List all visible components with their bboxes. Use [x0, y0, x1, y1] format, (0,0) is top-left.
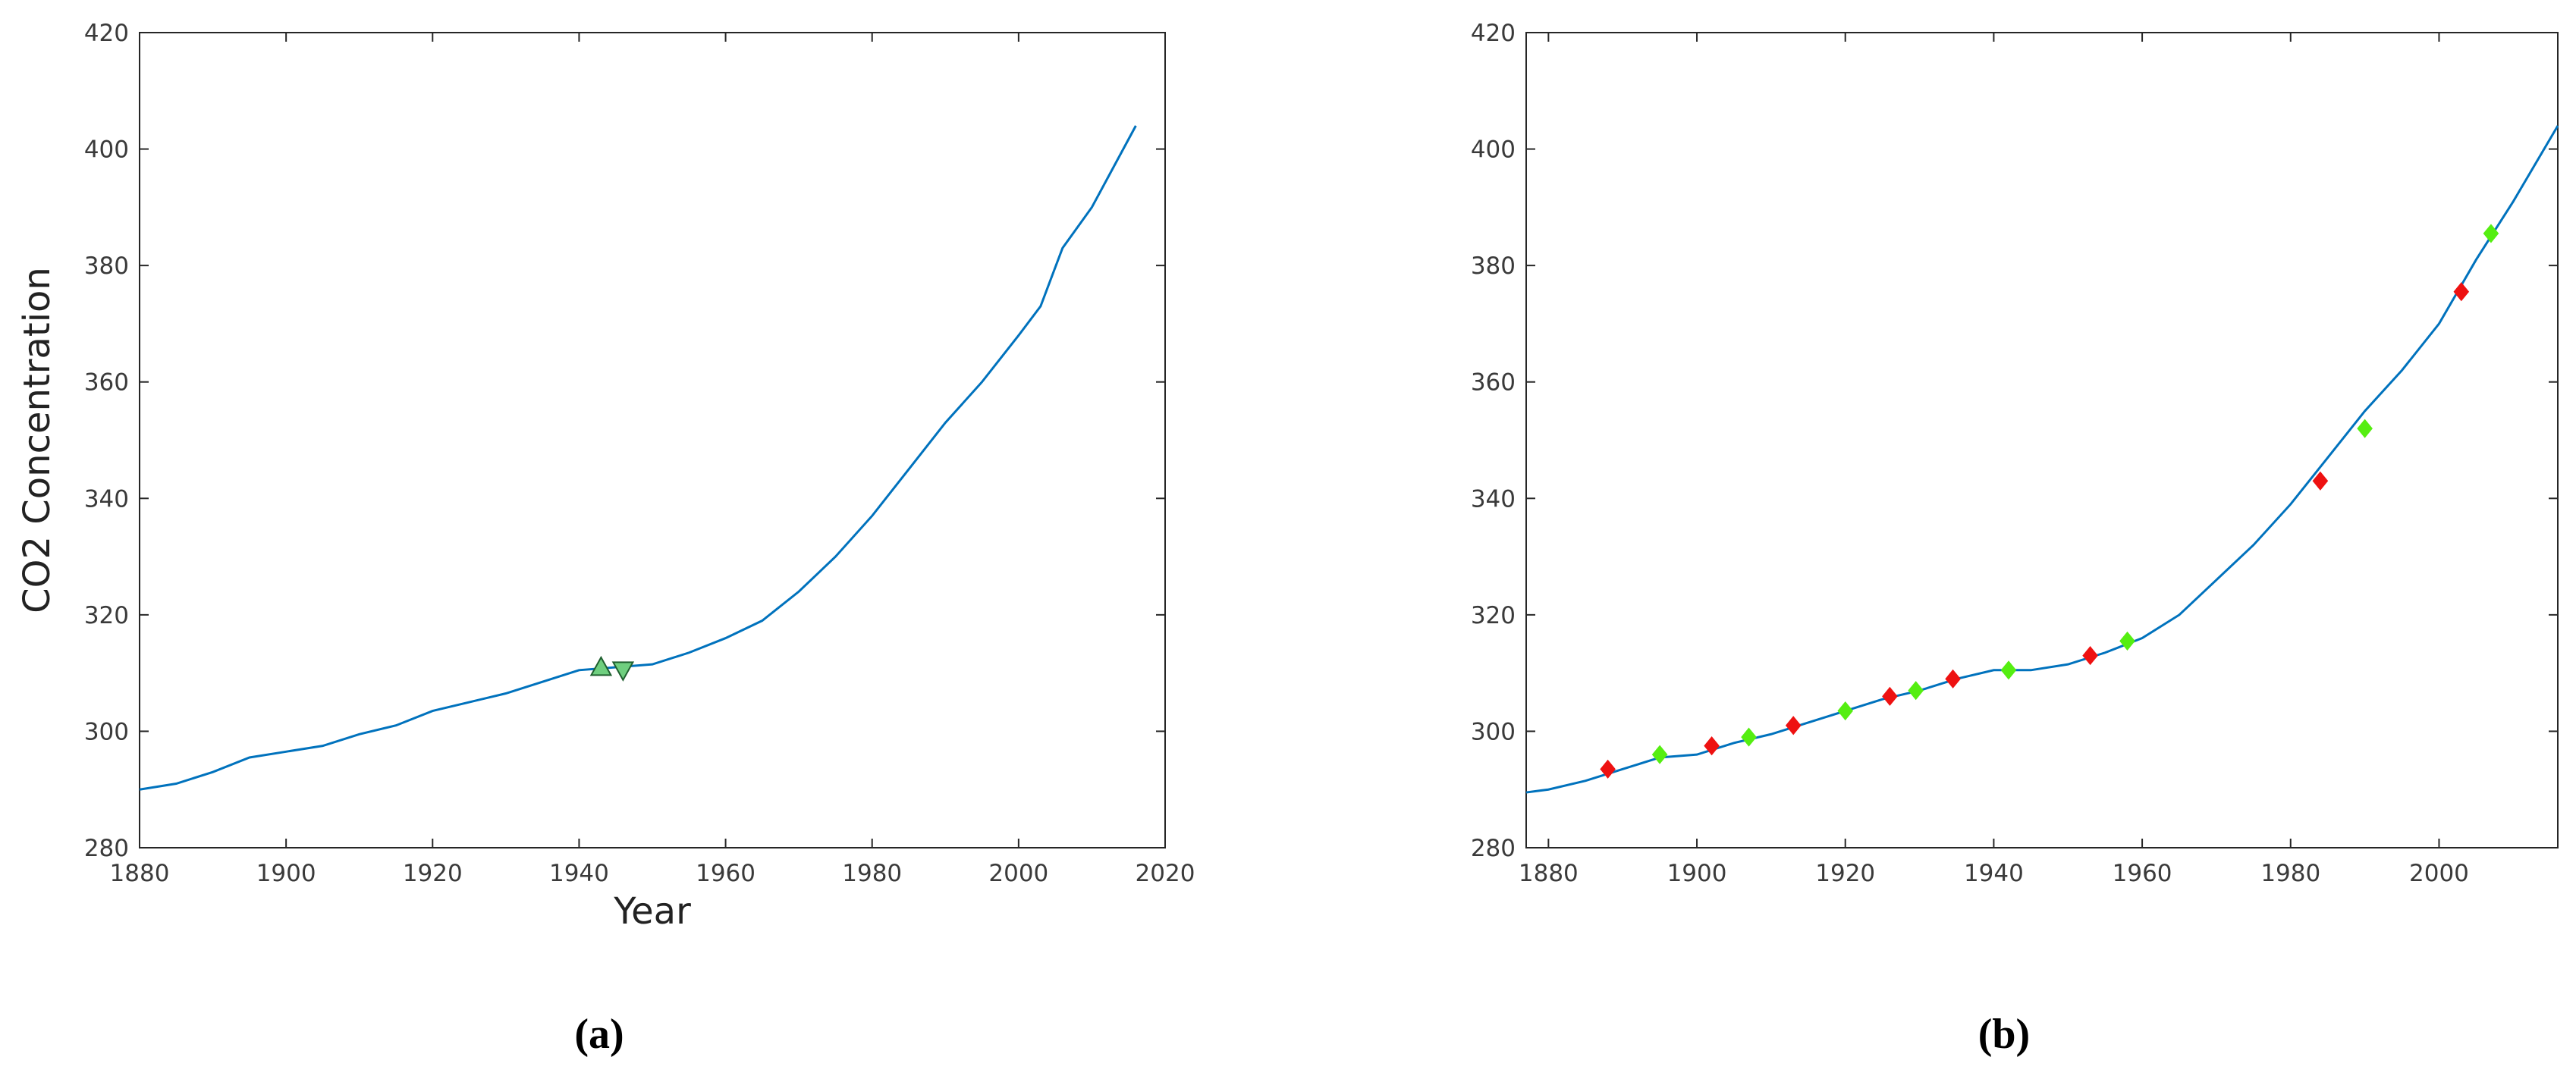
- data-line: [1525, 125, 2559, 794]
- marker: [1600, 759, 1616, 779]
- x-tick-label: 2020: [1136, 860, 1195, 887]
- y-tick-label: 400: [1471, 136, 1516, 164]
- marker: [1741, 727, 1757, 747]
- y-tick-label: 420: [1471, 20, 1516, 47]
- marker: [1704, 736, 1720, 756]
- y-tick-label: 360: [1471, 369, 1516, 397]
- x-tick-label: 1880: [110, 860, 170, 887]
- y-tick-label: 380: [84, 252, 129, 280]
- marker: [1651, 745, 1668, 764]
- x-tick-label: 1920: [1815, 860, 1875, 887]
- y-tick-label: 280: [84, 835, 129, 862]
- y-tick-label: 420: [84, 20, 129, 47]
- y-tick-label: 380: [1471, 252, 1516, 280]
- x-tick-label: 1920: [403, 860, 463, 887]
- marker: [1908, 681, 1924, 701]
- y-tick-label: 300: [1471, 718, 1516, 745]
- x-tick-label: 1900: [1667, 860, 1727, 887]
- x-axis-label: Year: [613, 890, 691, 933]
- x-tick-label: 1980: [842, 860, 902, 887]
- marker: [2453, 282, 2470, 302]
- plot-area: [1525, 32, 2559, 848]
- x-tick-label: 2000: [988, 860, 1048, 887]
- marker: [2000, 660, 2017, 680]
- y-axis-label: CO2 Concentration: [16, 267, 58, 613]
- x-tick-label: 1960: [696, 860, 756, 887]
- x-tick-label: 1960: [2113, 860, 2172, 887]
- y-tick-label: 400: [84, 136, 129, 164]
- marker: [2483, 224, 2499, 243]
- marker: [1882, 686, 1898, 706]
- data-line: [139, 125, 1137, 791]
- y-tick-label: 340: [1471, 485, 1516, 513]
- y-tick-label: 320: [1471, 602, 1516, 629]
- marker: [1945, 669, 1961, 688]
- y-tick-label: 300: [84, 718, 129, 745]
- marker: [1785, 716, 1802, 736]
- x-tick-label: 1880: [1519, 860, 1579, 887]
- marker: [1837, 701, 1854, 721]
- marker: [611, 661, 635, 682]
- caption: (b): [1978, 1011, 2030, 1058]
- y-tick-label: 280: [1471, 835, 1516, 862]
- x-tick-label: 1980: [2260, 860, 2320, 887]
- marker: [589, 655, 613, 676]
- marker: [2357, 419, 2373, 438]
- marker: [2082, 646, 2098, 666]
- plot-area: [139, 32, 1166, 848]
- x-tick-label: 2000: [2409, 860, 2469, 887]
- y-tick-label: 340: [84, 485, 129, 513]
- marker: [2119, 631, 2135, 651]
- y-tick-label: 320: [84, 602, 129, 629]
- marker: [2312, 471, 2329, 491]
- x-tick-label: 1900: [256, 860, 316, 887]
- caption: (a): [574, 1011, 624, 1058]
- x-tick-label: 1940: [1964, 860, 2024, 887]
- y-tick-label: 360: [84, 369, 129, 397]
- x-tick-label: 1940: [549, 860, 609, 887]
